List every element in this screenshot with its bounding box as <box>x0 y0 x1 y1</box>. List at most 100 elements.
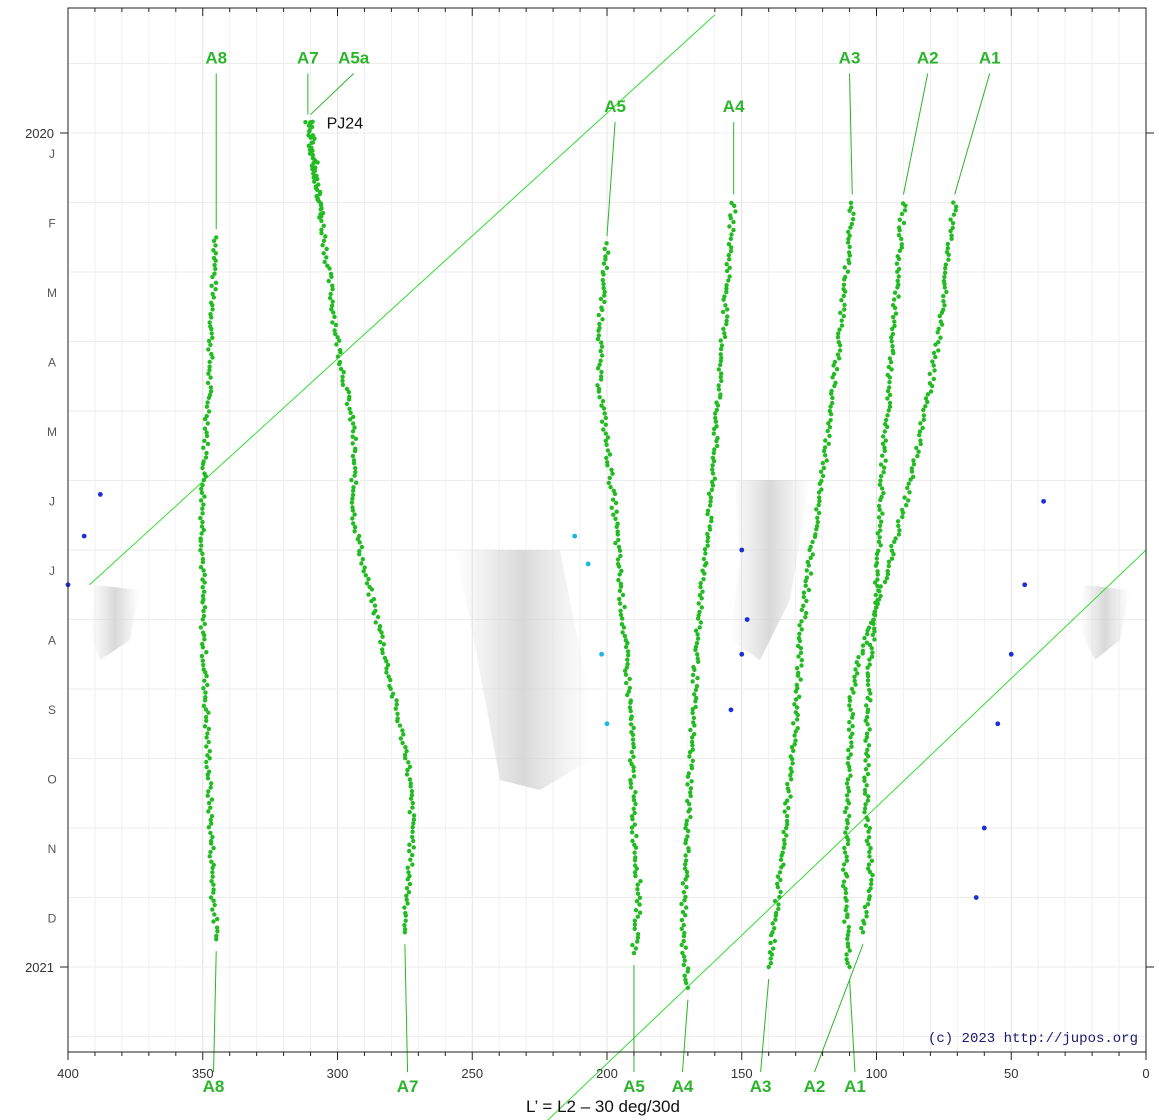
track-point <box>210 870 215 875</box>
track-point <box>705 531 710 537</box>
track-point <box>845 240 851 245</box>
track-point <box>683 853 688 858</box>
track-point <box>630 737 636 742</box>
track-point <box>820 461 825 466</box>
track-point <box>204 433 210 439</box>
track-point <box>901 220 907 226</box>
track-point <box>786 789 791 794</box>
track-point <box>410 862 415 867</box>
track-point <box>388 677 393 683</box>
track-point <box>694 684 700 689</box>
track-point <box>705 511 710 517</box>
track-point <box>200 465 205 471</box>
label-pointer <box>849 978 856 1073</box>
track-point <box>313 185 319 191</box>
track-point <box>929 383 935 389</box>
track-point <box>214 933 219 939</box>
track-point <box>702 547 708 552</box>
track-point <box>883 458 888 463</box>
track-label-top: A2 <box>917 49 939 68</box>
track-point <box>687 754 692 759</box>
track-point <box>598 296 604 302</box>
track-point <box>205 776 211 781</box>
track-point <box>703 551 708 556</box>
track-point <box>320 243 325 248</box>
track-point <box>633 873 638 879</box>
track-point <box>596 333 601 338</box>
track-point <box>633 908 639 913</box>
colored-point <box>739 651 745 657</box>
track-point <box>315 160 320 165</box>
track-point <box>614 524 619 529</box>
track-point <box>201 527 206 533</box>
track-point <box>404 749 409 754</box>
track-point <box>879 486 885 491</box>
track-point <box>729 232 734 237</box>
track-point <box>875 569 880 574</box>
track-point <box>612 491 618 497</box>
track-point <box>207 367 212 373</box>
track-point <box>878 474 884 479</box>
track-point <box>869 646 874 651</box>
track-point <box>617 601 623 606</box>
track-point <box>817 498 822 504</box>
track-point <box>379 630 384 635</box>
track-point <box>826 421 831 426</box>
track-point <box>684 869 690 875</box>
track-point <box>625 640 630 646</box>
track-point <box>778 889 783 895</box>
track-point <box>628 781 634 786</box>
track-point <box>804 568 809 573</box>
track-point <box>836 331 841 336</box>
track-point <box>932 368 937 373</box>
track-point <box>631 765 636 770</box>
track-point <box>885 388 891 394</box>
track-point <box>911 462 917 467</box>
track-point <box>875 577 880 582</box>
track-point <box>702 571 707 576</box>
month-label: O <box>47 772 56 786</box>
track-point <box>834 367 840 372</box>
track-point <box>784 818 790 824</box>
track-point <box>842 277 847 282</box>
track-point <box>878 497 883 503</box>
track-point <box>942 285 947 290</box>
track-point <box>793 689 799 694</box>
track-point <box>865 631 870 637</box>
track-point <box>210 291 215 297</box>
track-point <box>202 605 208 610</box>
track-point <box>710 483 716 488</box>
track-point <box>359 544 365 550</box>
track-point <box>204 744 209 749</box>
colored-point <box>585 561 591 567</box>
track-point <box>200 511 205 516</box>
track-point <box>312 179 317 184</box>
track-point <box>406 870 411 875</box>
track-point <box>307 129 312 134</box>
track-point <box>206 789 211 794</box>
track-point <box>353 469 358 475</box>
label-pointer <box>213 951 217 1073</box>
track-point <box>199 486 204 492</box>
track-point <box>943 262 948 267</box>
label-pointer <box>681 999 689 1073</box>
year-label: 2020 <box>25 126 54 141</box>
track-point <box>864 735 870 740</box>
track-point <box>405 877 410 882</box>
track-point <box>867 727 872 732</box>
track-point <box>789 756 795 762</box>
track-point <box>714 407 720 413</box>
track-point <box>844 805 849 811</box>
shaded-regions <box>90 480 1130 790</box>
track-point <box>892 323 897 329</box>
track-point <box>683 862 688 867</box>
track-point <box>864 715 870 720</box>
track-point <box>693 647 698 653</box>
track-point <box>849 744 854 749</box>
track-point <box>625 657 630 662</box>
track-point <box>783 801 788 806</box>
track-point <box>726 253 731 258</box>
track-point <box>398 736 403 741</box>
track-point <box>209 879 214 884</box>
track-point <box>606 250 611 255</box>
